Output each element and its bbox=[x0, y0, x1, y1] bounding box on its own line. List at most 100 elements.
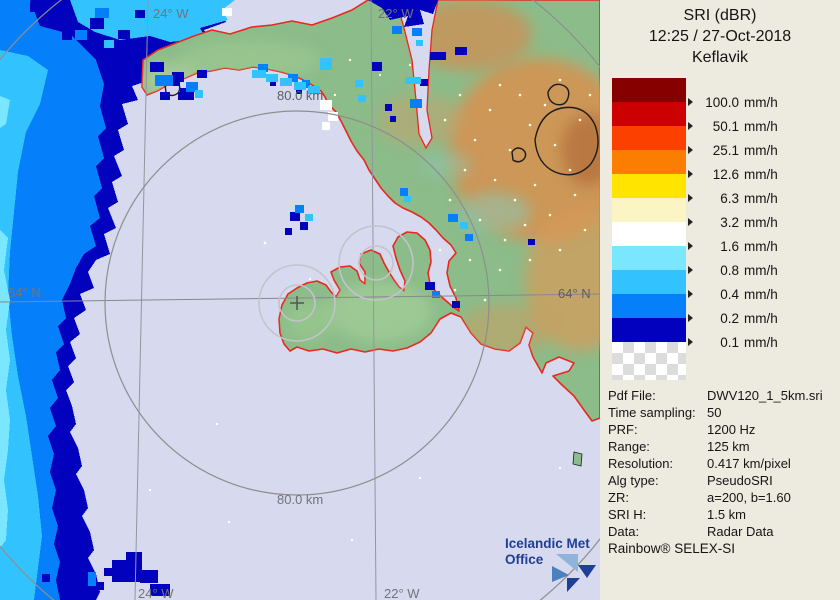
software-name: Rainbow® SELEX-SI bbox=[608, 541, 736, 556]
product-title: SRI (dBR) bbox=[683, 7, 757, 24]
legend-color-band bbox=[612, 126, 686, 150]
legend-color-band bbox=[612, 78, 686, 102]
legend-value: 6.3 bbox=[720, 190, 739, 206]
color-scale-legend: 100.0 mm/h 50.1 mm/h 25.1 mm/h 12.6 mm/h 6.3 mm/h… bbox=[600, 0, 840, 600]
terrain-dots bbox=[333, 58, 592, 302]
legend-color-band bbox=[612, 318, 686, 342]
metadata-row: Range: 125 km bbox=[608, 439, 838, 456]
legend-label-row: 12.6 mm/h bbox=[688, 166, 778, 182]
imo-logo-mark bbox=[552, 554, 596, 592]
title-block: SRI (dBR) 12:25 / 27-Oct-2018 Keflavik bbox=[600, 5, 840, 68]
label-lon-east-top: 22° W bbox=[378, 6, 414, 21]
legend-color-band bbox=[612, 102, 686, 126]
legend-tick-arrow-icon bbox=[688, 170, 693, 178]
station-name: Keflavik bbox=[691, 49, 749, 66]
legend-transparent-band bbox=[612, 342, 686, 380]
metadata-value: Radar Data bbox=[707, 524, 774, 539]
islet bbox=[572, 451, 583, 467]
legend-color-band bbox=[612, 174, 686, 198]
legend-unit: mm/h bbox=[744, 142, 778, 158]
legend-color-band bbox=[612, 198, 686, 222]
legend-label-row: 0.4 mm/h bbox=[688, 286, 778, 302]
label-range-top: 80.0 km bbox=[277, 88, 323, 103]
metadata-value: 1200 Hz bbox=[707, 422, 756, 437]
label-lon-east-bottom: 22° W bbox=[384, 586, 420, 600]
radar-site-crosshair bbox=[290, 296, 304, 310]
legend-label-row: 0.1 mm/h bbox=[688, 334, 778, 350]
metadata-value: 50 bbox=[707, 405, 722, 420]
legend-value: 0.2 bbox=[720, 310, 739, 326]
range-rings bbox=[0, 0, 600, 600]
legend-label-row: 100.0 mm/h bbox=[688, 94, 778, 110]
metadata-label: PRF: bbox=[608, 422, 638, 437]
legend-label-row: 0.8 mm/h bbox=[688, 262, 778, 278]
legend-value: 12.6 bbox=[712, 166, 739, 182]
metadata-value: a=200, b=1.60 bbox=[707, 490, 791, 505]
metadata-value: PseudoSRI bbox=[707, 473, 773, 488]
legend-label-row: 3.2 mm/h bbox=[688, 214, 778, 230]
legend-label-row: 1.6 mm/h bbox=[688, 238, 778, 254]
label-lat-right: 64° N bbox=[558, 286, 591, 301]
range-ring-80km bbox=[104, 110, 490, 496]
legend-tick-arrow-icon bbox=[688, 218, 693, 226]
label-lat-left: 64° N bbox=[8, 285, 41, 300]
precipitation-field-ocean bbox=[0, 0, 235, 600]
legend-unit: mm/h bbox=[744, 190, 778, 206]
legend-color-band bbox=[612, 294, 686, 318]
legend-label-row: 6.3 mm/h bbox=[688, 190, 778, 206]
legend-value: 25.1 bbox=[712, 142, 739, 158]
legend-label-row: 0.2 mm/h bbox=[688, 310, 778, 326]
legend-unit: mm/h bbox=[744, 214, 778, 230]
contour-lines bbox=[164, 79, 599, 176]
imo-logo-line1: Icelandic Met bbox=[505, 536, 590, 551]
legend-tick-arrow-icon bbox=[688, 314, 693, 322]
legend-tick-arrow-icon bbox=[688, 194, 693, 202]
legend-color-band bbox=[612, 246, 686, 270]
legend-unit: mm/h bbox=[744, 238, 778, 254]
metadata-value: 1.5 km bbox=[707, 507, 747, 522]
imo-logo-line2: Office bbox=[505, 552, 544, 567]
parallel-64n bbox=[0, 293, 600, 303]
site-circles bbox=[258, 225, 414, 342]
metadata-value: 0.417 km/pixel bbox=[707, 456, 791, 471]
metadata-label: Range: bbox=[608, 439, 650, 454]
label-range-bottom: 80.0 km bbox=[277, 492, 323, 507]
legend-tick-arrow-icon bbox=[688, 290, 693, 298]
legend-unit: mm/h bbox=[744, 118, 778, 134]
legend-value: 50.1 bbox=[712, 118, 739, 134]
legend-value: 3.2 bbox=[720, 214, 739, 230]
metadata-label: Time sampling: bbox=[608, 405, 696, 420]
legend-unit: mm/h bbox=[744, 286, 778, 302]
metadata-label: SRI H: bbox=[608, 507, 647, 522]
legend-tick-arrow-icon bbox=[688, 242, 693, 250]
legend-value: 0.1 bbox=[720, 334, 739, 350]
legend-color-band bbox=[612, 270, 686, 294]
metadata-row: ZR: a=200, b=1.60 bbox=[608, 490, 838, 507]
metadata-value: DWV120_1_5km.sri bbox=[707, 388, 823, 403]
imo-logo-text: Icelandic Met Office bbox=[505, 536, 600, 568]
metadata-label: ZR: bbox=[608, 490, 629, 505]
legend-value: 0.4 bbox=[720, 286, 739, 302]
metadata-row: Time sampling: 50 bbox=[608, 405, 838, 422]
metadata-label: Data: bbox=[608, 524, 640, 539]
legend-tick-arrow-icon bbox=[688, 122, 693, 130]
legend-unit: mm/h bbox=[744, 334, 778, 350]
legend-color-band bbox=[612, 150, 686, 174]
metadata-row: SRI H: 1.5 km bbox=[608, 507, 838, 524]
label-lon-west-bottom: 24° W bbox=[138, 586, 174, 600]
fjord-inlet bbox=[395, 0, 439, 150]
metadata-row: Data: Radar Data bbox=[608, 524, 838, 541]
legend-tick-arrow-icon bbox=[688, 146, 693, 154]
legend-label-row: 50.1 mm/h bbox=[688, 118, 778, 134]
radar-map: 24° W 22° W 24° W 22° W 64° N 64° N 80.0… bbox=[0, 0, 600, 600]
legend-tick-arrow-icon bbox=[688, 266, 693, 274]
precipitation-cells bbox=[30, 0, 562, 596]
metadata-label: Pdf File: bbox=[608, 388, 656, 403]
legend-unit: mm/h bbox=[744, 94, 778, 110]
metadata-row: Resolution: 0.417 km/pixel bbox=[608, 456, 838, 473]
timestamp: 12:25 / 27-Oct-2018 bbox=[648, 28, 792, 45]
info-sidebar: SRI (dBR) 12:25 / 27-Oct-2018 Keflavik 1… bbox=[600, 0, 840, 600]
legend-value: 1.6 bbox=[720, 238, 739, 254]
metadata-row: PRF: 1200 Hz bbox=[608, 422, 838, 439]
